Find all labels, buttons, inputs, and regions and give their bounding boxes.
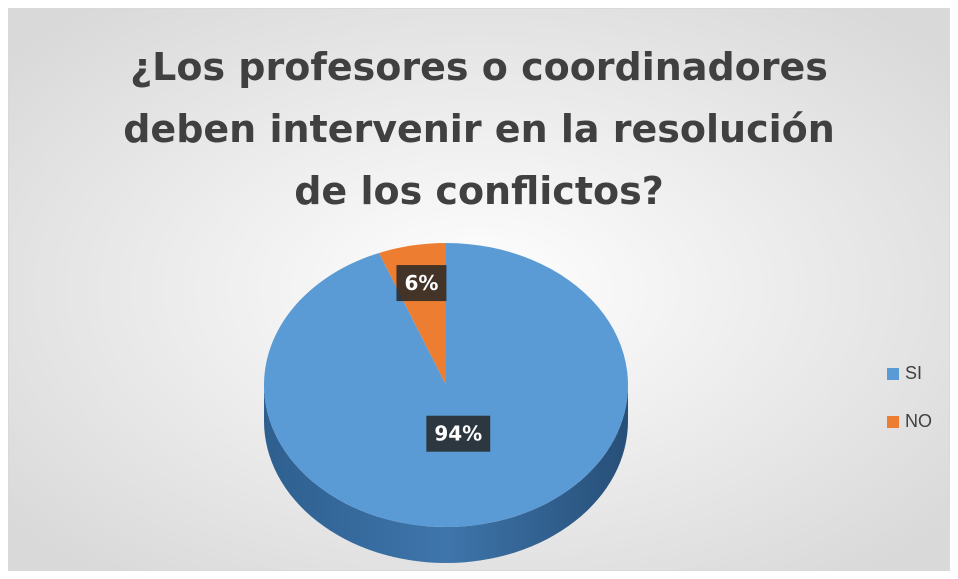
legend-swatch [887,416,899,428]
legend-swatch [887,368,899,380]
data-label: 6% [404,271,438,295]
legend-label: NO [905,411,932,431]
data-label-box [426,415,491,452]
legend-label: SI [905,363,922,383]
data-label: 94% [434,422,482,446]
data-label-box [396,265,447,302]
chart-title: ¿Los profesores o coordinadores deben in… [123,45,835,213]
pie-side [264,385,628,563]
